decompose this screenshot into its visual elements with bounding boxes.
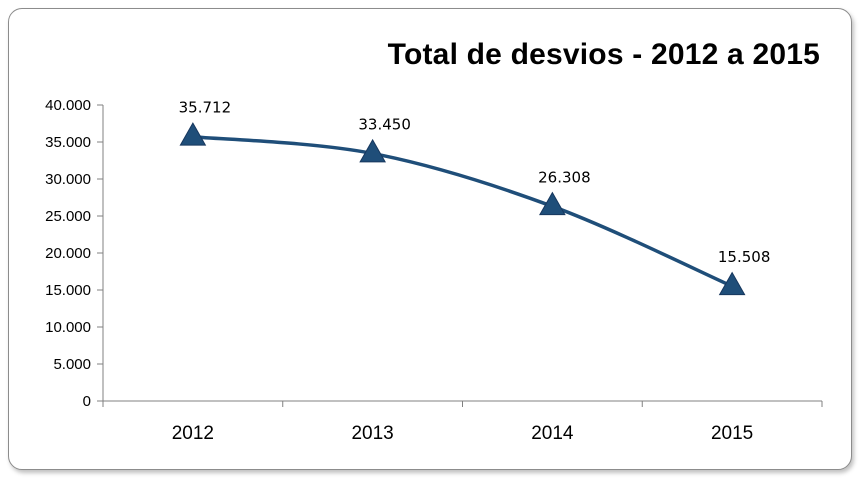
- series: [179, 122, 746, 296]
- series-line: [192, 134, 733, 288]
- chart-title: Total de desvios - 2012 a 2015: [387, 38, 820, 71]
- x-tick-label: 2015: [711, 423, 753, 444]
- x-tick-label: 2012: [172, 423, 214, 444]
- y-tick-label: 35.000: [45, 134, 91, 151]
- y-tick-label: 5.000: [53, 356, 91, 373]
- data-labels: 35.712 33.450 26.308 15.508: [179, 99, 771, 267]
- data-point-marker: [359, 138, 386, 163]
- data-label: 15.508: [718, 248, 771, 266]
- chart-frame: [8, 8, 852, 470]
- data-label: 33.450: [358, 115, 411, 133]
- data-label: 35.712: [179, 99, 232, 117]
- axes: [97, 104, 823, 407]
- y-tick-label: 20.000: [45, 245, 91, 262]
- data-point-marker: [539, 191, 566, 216]
- data-point-marker: [718, 271, 746, 296]
- x-tick-labels: 2012 2013 2014 2015: [172, 423, 754, 444]
- y-tick-label: 30.000: [45, 171, 91, 188]
- x-tick-label: 2013: [351, 423, 393, 444]
- data-point-marker: [179, 122, 207, 146]
- y-tick-label: 10.000: [45, 319, 91, 336]
- y-tick-label: 15.000: [45, 282, 91, 299]
- x-tick-label: 2014: [531, 423, 574, 444]
- y-tick-labels: 0 5.000 10.000 15.000 20.000 25.000 30.000 35.0…: [45, 97, 91, 410]
- data-label: 26.308: [538, 168, 591, 186]
- y-tick-label: 25.000: [45, 208, 91, 225]
- y-tick-label: 0: [83, 393, 91, 410]
- y-tick-label: 40.000: [45, 97, 91, 114]
